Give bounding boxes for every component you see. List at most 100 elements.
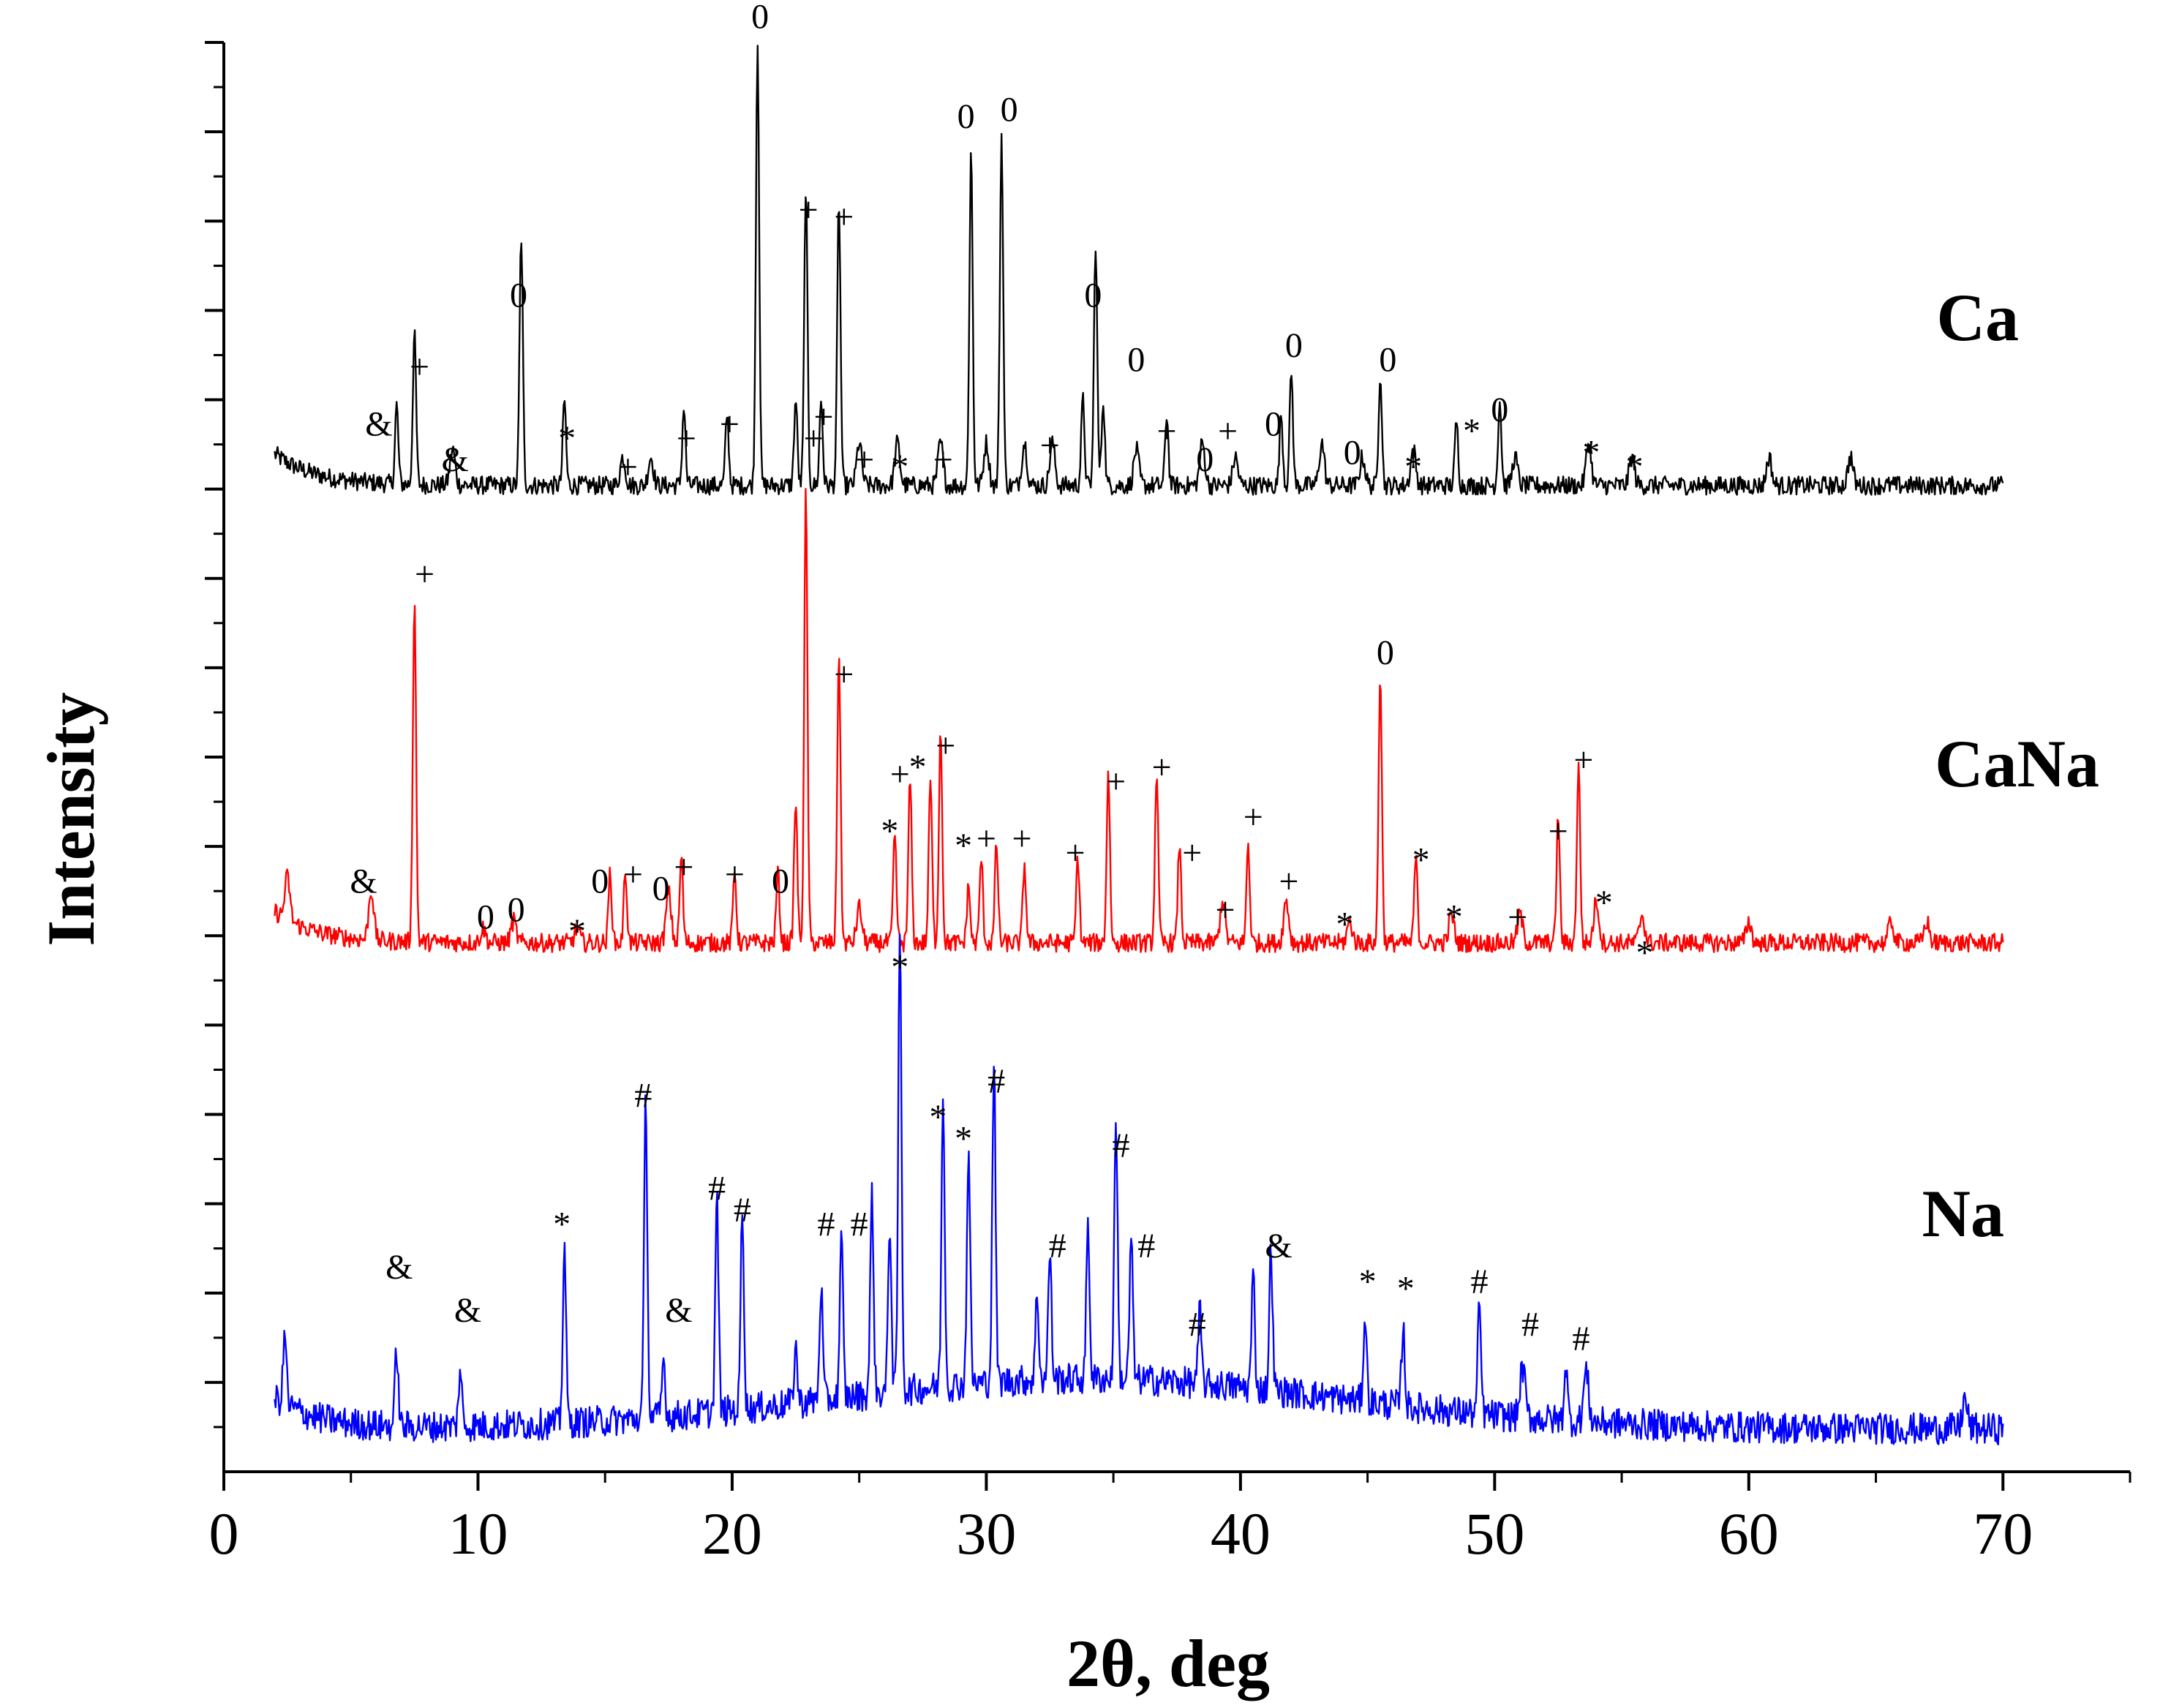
peak-marker: * — [955, 827, 972, 865]
peak-marker: + — [623, 855, 643, 894]
peak-marker: + — [410, 347, 429, 386]
peak-marker: * — [1595, 884, 1613, 922]
peak-marker: + — [977, 819, 996, 858]
peak-marker: & — [385, 1248, 413, 1287]
peak-marker: + — [1012, 819, 1032, 858]
peak-marker: * — [891, 448, 908, 486]
peak-marker: 0 — [1084, 276, 1102, 315]
x-tick-label: 0 — [209, 1500, 239, 1567]
peak-marker: 0 — [1344, 433, 1361, 472]
peak-marker: * — [929, 1098, 947, 1137]
peak-marker: * — [1582, 433, 1600, 472]
peak-marker: + — [834, 655, 854, 693]
peak-marker: 0 — [957, 97, 975, 136]
peak-marker: + — [1106, 762, 1126, 801]
peak-marker: + — [1215, 891, 1235, 930]
series-label-na: Na — [1922, 1176, 2004, 1251]
peak-marker: * — [1625, 448, 1643, 486]
peak-marker: * — [558, 419, 576, 458]
peak-marker: * — [568, 912, 586, 951]
peak-marker: & — [442, 440, 469, 479]
peak-marker: * — [955, 1119, 972, 1158]
peak-marker: 0 — [1127, 340, 1145, 379]
peak-marker: * — [891, 948, 908, 987]
x-axis-title: 2θ, deg — [1066, 1626, 1270, 1701]
y-axis-title: Intensity — [34, 692, 108, 947]
x-tick-label: 70 — [1973, 1500, 2033, 1567]
peak-marker: 0 — [508, 891, 525, 930]
series-line-ca — [274, 45, 2004, 496]
peak-marker: + — [890, 755, 910, 794]
peak-marker: * — [553, 1205, 571, 1244]
peak-marker: + — [674, 848, 693, 887]
peak-marker: # — [1470, 1263, 1488, 1301]
peak-marker: + — [1065, 834, 1085, 873]
peak-marker: & — [365, 405, 392, 443]
peak-marker: 0 — [1377, 633, 1394, 672]
peak-marker: # — [1521, 1305, 1539, 1344]
peak-marker: # — [817, 1205, 835, 1244]
peak-marker: 0 — [652, 869, 670, 908]
x-tick-label: 10 — [448, 1500, 508, 1567]
peak-marker: + — [720, 405, 740, 443]
peak-marker: 0 — [751, 0, 769, 36]
peak-marker: + — [936, 726, 955, 765]
peak-marker: & — [665, 1291, 692, 1330]
peak-marker: * — [1636, 933, 1653, 972]
peak-marker: + — [799, 190, 819, 229]
peak-marker: & — [1265, 1227, 1292, 1265]
x-tick-label: 20 — [702, 1500, 762, 1567]
peak-marker: + — [813, 398, 833, 437]
peak-marker: * — [909, 748, 927, 786]
peak-marker: + — [1549, 812, 1568, 851]
peak-marker: 0 — [1265, 405, 1282, 443]
peak-marker: 0 — [477, 898, 494, 936]
series-label-ca: Ca — [1937, 280, 2019, 355]
peak-marker: * — [1445, 898, 1463, 936]
peak-marker: * — [1463, 412, 1480, 451]
peak-marker: # — [1572, 1320, 1589, 1358]
peak-marker: + — [1243, 798, 1263, 837]
peak-marker: + — [725, 855, 745, 894]
peak-marker: # — [734, 1191, 751, 1230]
series-line-na — [274, 933, 2004, 1445]
peak-marker: + — [1040, 426, 1060, 465]
peak-marker: + — [1152, 748, 1172, 786]
peak-marker: # — [987, 1062, 1005, 1101]
peak-marker: & — [350, 862, 377, 901]
peak-marker: 0 — [591, 862, 609, 901]
axes-layer: 0 10 20 30 40 50 60 70 — [205, 41, 2132, 1567]
peak-marker: * — [1336, 905, 1353, 944]
peak-marker: # — [1189, 1305, 1206, 1344]
series-label-cana: CaNa — [1935, 726, 2099, 801]
peak-marker: + — [1279, 862, 1298, 901]
peak-marker: & — [454, 1291, 481, 1330]
peak-marker: + — [1573, 741, 1593, 780]
x-tick-label: 30 — [956, 1500, 1016, 1567]
peak-marker: + — [677, 419, 696, 458]
peak-marker: * — [881, 812, 898, 851]
x-tick-label: 60 — [1719, 1500, 1779, 1567]
peak-marker: + — [854, 440, 874, 479]
peak-marker: + — [1157, 412, 1177, 451]
x-tick-label: 50 — [1464, 1500, 1524, 1567]
peak-marker: + — [1508, 898, 1527, 936]
series-layer — [274, 45, 2004, 1445]
peak-marker: * — [1404, 448, 1422, 486]
peak-marker: # — [634, 1077, 652, 1116]
peak-marker: + — [804, 419, 824, 458]
peak-marker: # — [1113, 1126, 1130, 1165]
x-tick-label: 40 — [1211, 1500, 1271, 1567]
peak-marker: + — [1218, 412, 1238, 451]
peak-marker: * — [1397, 1270, 1415, 1309]
peak-marker: + — [933, 440, 953, 479]
peak-marker: 0 — [1379, 340, 1396, 379]
peak-marker: + — [618, 448, 638, 486]
peak-marker: # — [851, 1205, 868, 1244]
peak-marker: + — [415, 555, 434, 594]
peak-marker: 0 — [1001, 90, 1018, 129]
